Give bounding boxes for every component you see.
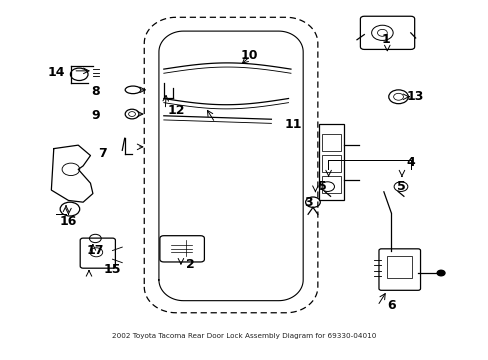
Text: 14: 14 [47, 66, 65, 79]
Text: 7: 7 [98, 147, 107, 160]
Text: 2002 Toyota Tacoma Rear Door Lock Assembly Diagram for 69330-04010: 2002 Toyota Tacoma Rear Door Lock Assemb… [112, 333, 376, 339]
Text: 12: 12 [167, 104, 184, 117]
Text: 16: 16 [60, 215, 77, 228]
Text: 11: 11 [284, 118, 302, 131]
Text: 2: 2 [186, 258, 195, 271]
Text: 15: 15 [103, 263, 121, 276]
Text: 5: 5 [396, 180, 405, 193]
Text: 5: 5 [318, 180, 326, 193]
Bar [318, 125, 344, 201]
Text: 8: 8 [91, 85, 100, 98]
Text: 1: 1 [381, 33, 390, 46]
Text: 17: 17 [86, 244, 104, 257]
Bar [321, 176, 341, 193]
Text: 9: 9 [91, 109, 100, 122]
Bar [386, 256, 411, 278]
Circle shape [436, 270, 444, 276]
Text: 10: 10 [240, 49, 258, 62]
Bar [321, 155, 341, 172]
Text: 13: 13 [406, 90, 424, 103]
Bar [321, 134, 341, 151]
Text: 3: 3 [303, 196, 312, 209]
Text: 4: 4 [406, 156, 414, 169]
Text: 6: 6 [386, 300, 395, 312]
